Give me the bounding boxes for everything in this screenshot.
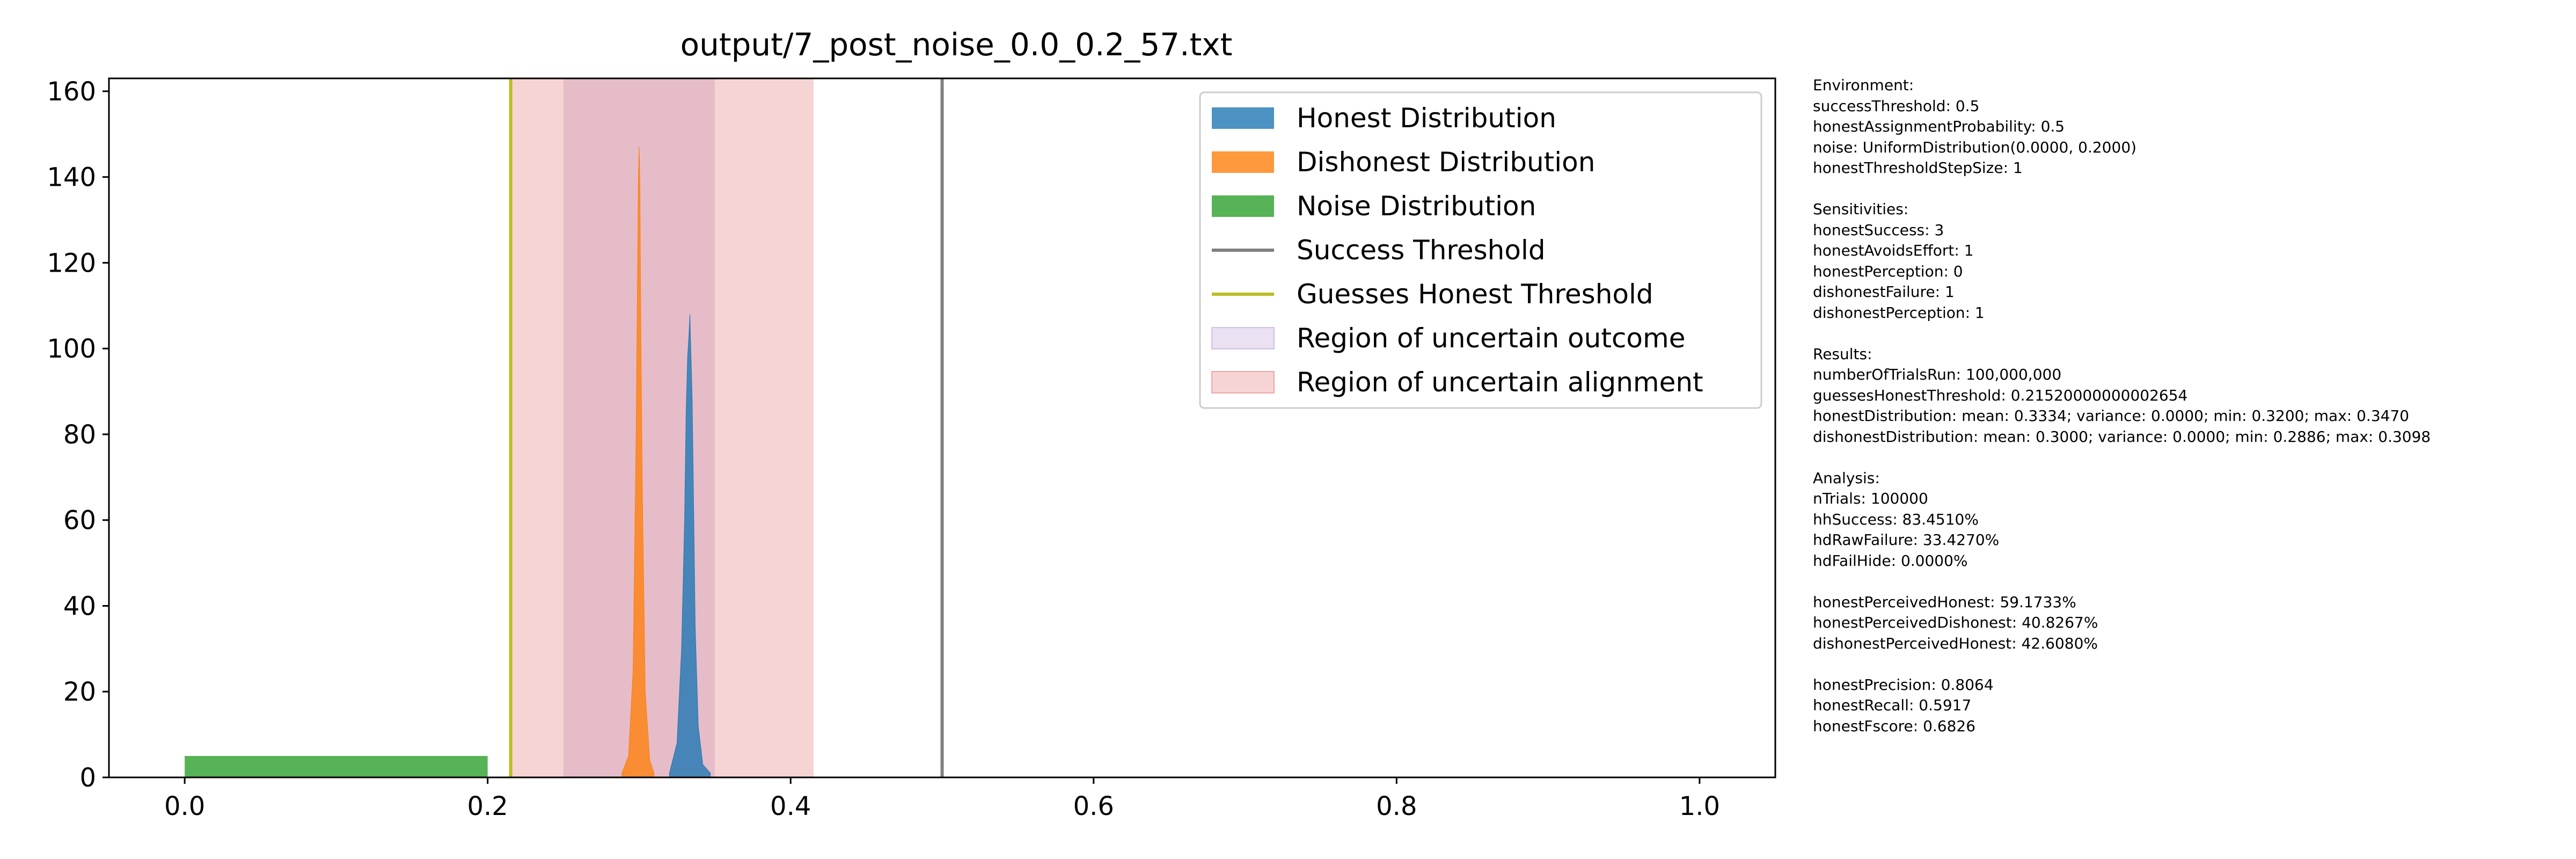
stats-spacer	[1813, 179, 2564, 200]
legend-uncertain-outcome-swatch	[1211, 327, 1275, 350]
stats-spacer	[1813, 323, 2564, 344]
stats-line: hdRawFailure: 33.4270%	[1813, 531, 2000, 549]
y-tick-label: 40	[63, 591, 96, 621]
stats-line: honestSuccess: 3	[1813, 221, 1944, 239]
plot-area	[185, 78, 944, 778]
legend-label: Guesses Honest Threshold	[1297, 279, 1653, 310]
region-uncertain-alignment	[510, 78, 814, 777]
stats-line: dishonestDistribution: mean: 0.3000; var…	[1813, 427, 2431, 446]
x-tick-label: 0.0	[164, 791, 205, 821]
stats-line: hhSuccess: 83.4510%	[1813, 510, 1979, 528]
legend-label: Dishonest Distribution	[1297, 147, 1595, 178]
chart-title: output/7_post_noise_0.0_0.2_57.txt	[680, 26, 1233, 63]
dishonest-distribution-histogram	[621, 147, 655, 778]
stats-line: honestPerceivedHonest: 59.1733%	[1813, 593, 2076, 611]
stats-line: honestThresholdStepSize: 1	[1813, 159, 2023, 177]
y-tick-label: 0	[79, 763, 96, 793]
y-tick-label: 60	[63, 506, 96, 536]
stats-line: honestFscore: 0.6826	[1813, 717, 1976, 735]
stats-panel: Environment: successThreshold: 0.5 honestA…	[1813, 75, 2564, 737]
legend-label: Honest Distribution	[1297, 103, 1556, 134]
axes-frame	[108, 77, 1776, 778]
legend-dishonest-swatch	[1212, 151, 1274, 173]
legend-uncertain-alignment-swatch	[1211, 371, 1275, 394]
stats-line: guessesHonestThreshold: 0.21520000000002…	[1813, 386, 2188, 404]
y-tick-label: 160	[47, 77, 96, 107]
x-tick-label: 0.8	[1376, 791, 1417, 821]
stats-line: numberOfTrialsRun: 100,000,000	[1813, 366, 2062, 383]
stats-line: noise: UniformDistribution(0.0000, 0.200…	[1813, 138, 2137, 156]
stats-line: successThreshold: 0.5	[1813, 97, 1980, 115]
y-tick-label: 140	[47, 163, 96, 193]
stats-spacer	[1813, 447, 2564, 468]
y-tick-label: 100	[47, 334, 96, 364]
legend-honest-swatch	[1212, 107, 1274, 129]
stats-line: honestPrecision: 0.8064	[1813, 675, 1994, 694]
stats-line: dishonestPerception: 1	[1813, 303, 1985, 322]
stats-line: hdFailHide: 0.0000%	[1813, 551, 1968, 570]
stats-line: honestPerception: 0	[1813, 262, 1963, 280]
stats-spacer	[1813, 654, 2564, 675]
stats-line: honestRecall: 0.5917	[1813, 696, 1972, 714]
stats-line: Analysis:	[1813, 469, 1880, 487]
stats-line: honestAssignmentProbability: 0.5	[1813, 118, 2065, 135]
x-tick-label: 1.0	[1679, 791, 1720, 821]
axes: 0.0 0.2 0.4 0.6 0.8 1.0 0 20 40 60 80 100 120 140 160	[47, 77, 1776, 821]
stats-line: dishonestFailure: 1	[1813, 283, 1955, 301]
stats-line: dishonestPerceivedHonest: 42.6080%	[1813, 634, 2098, 652]
stats-line: nTrials: 100000	[1813, 490, 1928, 507]
legend-label: Success Threshold	[1297, 235, 1546, 266]
stats-spacer	[1813, 571, 2564, 592]
stats-line: honestAvoidsEffort: 1	[1813, 242, 1974, 259]
stats-line: honestDistribution: mean: 0.3334; varian…	[1813, 407, 2410, 425]
legend-label: Region of uncertain alignment	[1297, 367, 1703, 398]
noise-distribution-bar	[185, 756, 488, 777]
legend-label: Region of uncertain outcome	[1297, 323, 1686, 354]
legend-label: Noise Distribution	[1297, 191, 1536, 222]
y-tick-label: 20	[63, 677, 96, 707]
x-tick-label: 0.6	[1073, 791, 1114, 821]
y-tick-label: 80	[63, 420, 96, 450]
legend-noise-swatch	[1212, 195, 1274, 217]
stats-line: Environment:	[1813, 76, 1914, 94]
stats-line: honestPerceivedDishonest: 40.8267%	[1813, 614, 2098, 631]
x-tick-label: 0.4	[770, 791, 811, 821]
y-tick-label: 120	[47, 248, 96, 278]
stats-line: Sensitivities:	[1813, 200, 1909, 218]
legend-box	[1199, 91, 1762, 409]
x-tick-label: 0.2	[467, 791, 508, 821]
legend: Honest Distribution Dishonest Distributio…	[1199, 91, 1762, 409]
histogram-chart: output/7_post_noise_0.0_0.2_57.txt 0.0 0.…	[47, 26, 1776, 821]
stats-line: Results:	[1813, 345, 1872, 363]
